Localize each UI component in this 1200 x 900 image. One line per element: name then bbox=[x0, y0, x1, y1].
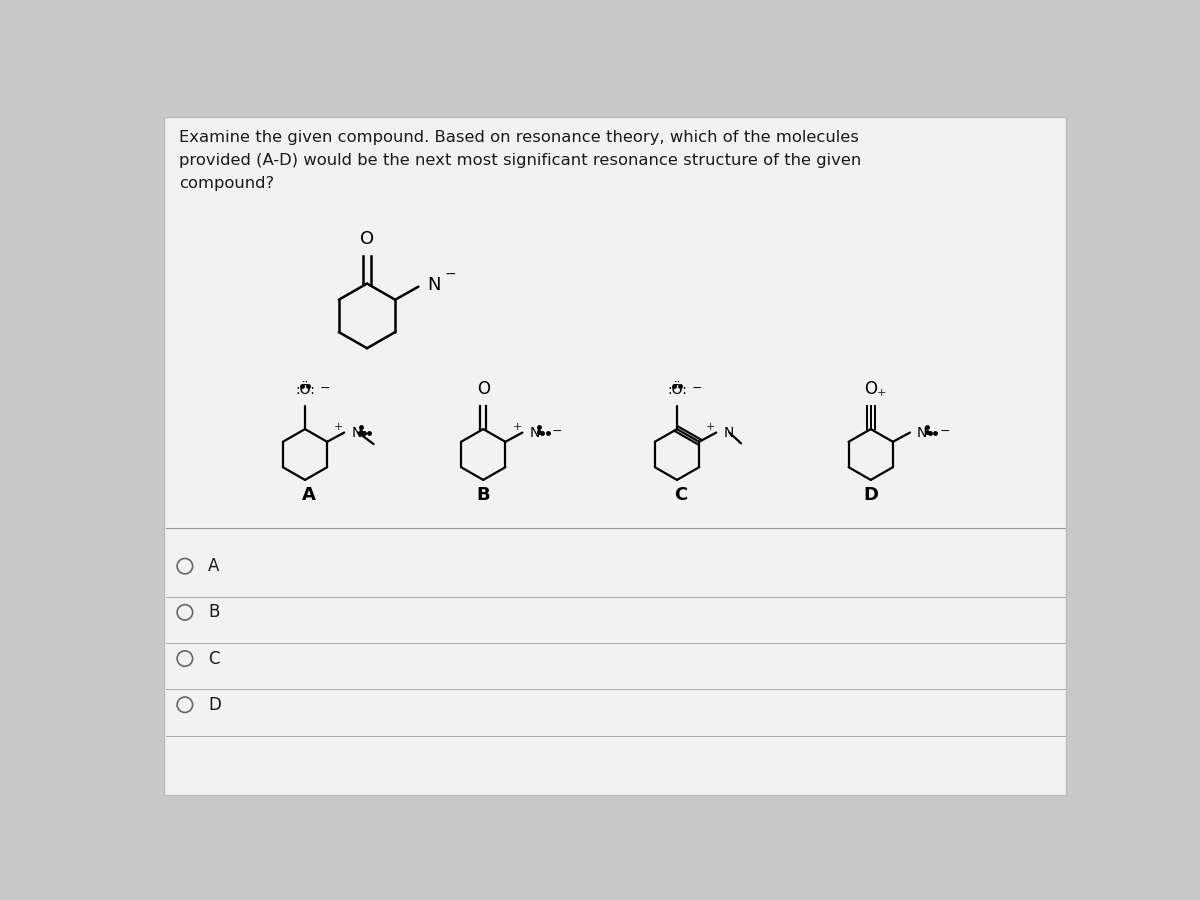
Text: O: O bbox=[864, 381, 877, 399]
Text: N: N bbox=[724, 426, 733, 439]
Text: B: B bbox=[208, 603, 220, 621]
Text: :Ö:: :Ö: bbox=[667, 382, 686, 397]
Text: N: N bbox=[352, 426, 361, 439]
Text: +: + bbox=[706, 422, 715, 432]
Text: C: C bbox=[208, 650, 220, 668]
Text: −: − bbox=[552, 425, 563, 437]
Text: compound?: compound? bbox=[180, 176, 275, 191]
Text: provided (A-D) would be the next most significant resonance structure of the giv: provided (A-D) would be the next most si… bbox=[180, 153, 862, 167]
Text: +: + bbox=[512, 422, 522, 432]
Text: O: O bbox=[360, 230, 374, 248]
Text: C: C bbox=[674, 486, 688, 504]
Text: +: + bbox=[334, 422, 343, 432]
Text: N: N bbox=[917, 426, 928, 439]
Text: A: A bbox=[208, 557, 220, 575]
Text: D: D bbox=[863, 486, 878, 504]
Text: −: − bbox=[940, 425, 950, 437]
Text: +: + bbox=[877, 388, 887, 398]
Text: −: − bbox=[691, 382, 702, 395]
Text: O: O bbox=[476, 381, 490, 399]
Text: −: − bbox=[445, 267, 456, 282]
Text: :Ö:: :Ö: bbox=[295, 382, 314, 397]
Text: Examine the given compound. Based on resonance theory, which of the molecules: Examine the given compound. Based on res… bbox=[180, 130, 859, 145]
FancyBboxPatch shape bbox=[164, 117, 1066, 795]
Text: D: D bbox=[208, 696, 221, 714]
Text: −: − bbox=[319, 382, 330, 395]
Text: N: N bbox=[427, 276, 440, 294]
Text: B: B bbox=[476, 486, 490, 504]
Text: A: A bbox=[302, 486, 316, 504]
Text: N: N bbox=[529, 426, 540, 439]
